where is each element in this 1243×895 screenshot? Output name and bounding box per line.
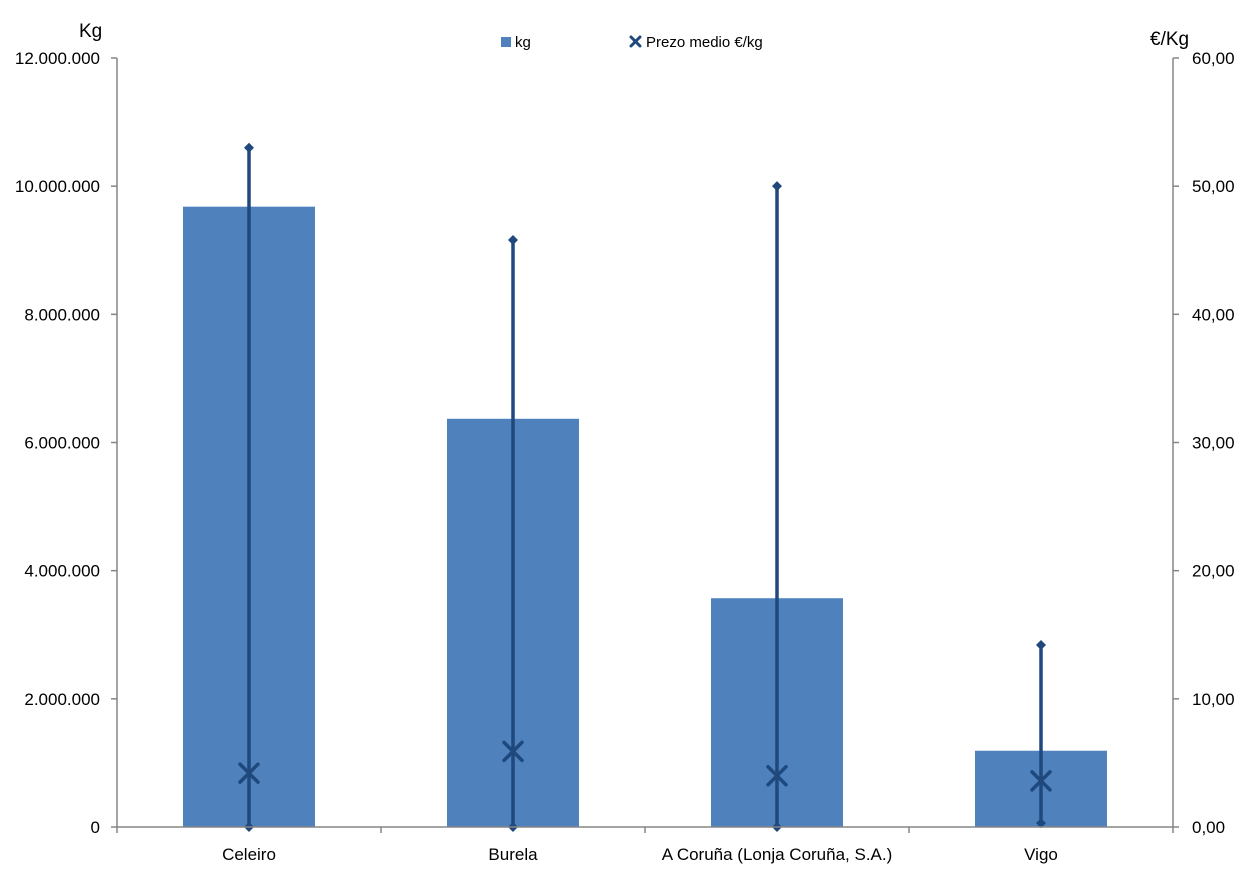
- category-label-2: A Coruña (Lonja Coruña, S.A.): [662, 845, 893, 864]
- right-tick-label-4: 40,00: [1192, 305, 1235, 324]
- right-tick-label-5: 50,00: [1192, 177, 1235, 196]
- left-tick-label-2: 4.000.000: [24, 562, 100, 581]
- category-label-3: Vigo: [1024, 845, 1058, 864]
- left-tick-label-4: 8.000.000: [24, 305, 100, 324]
- legend-label-price: Prezo medio €/kg: [646, 34, 763, 51]
- bars-layer: [183, 206, 1107, 827]
- right-tick-label-1: 10,00: [1192, 690, 1235, 709]
- legend: kg Prezo medio €/kg: [501, 34, 763, 51]
- left-tick-label-5: 10.000.000: [15, 177, 100, 196]
- price-avg-marker-1: [502, 740, 524, 763]
- legend-swatch-kg: [501, 37, 511, 47]
- price-ranges-layer: [238, 142, 1052, 832]
- price-avg-marker-3: [1030, 770, 1052, 792]
- right-tick-label-2: 20,00: [1192, 562, 1235, 581]
- left-tick-label-3: 6.000.000: [24, 434, 100, 453]
- category-label-0: Celeiro: [222, 845, 276, 864]
- right-axis-title: €/Kg: [1150, 29, 1189, 50]
- price-range-max-marker-1: [508, 234, 518, 245]
- right-tick-label-0: 0,00: [1192, 818, 1225, 837]
- price-avg-marker-0: [238, 762, 260, 784]
- left-tick-label-0: 0: [91, 818, 100, 837]
- legend-label-kg: kg: [515, 34, 531, 51]
- price-range-max-marker-3: [1036, 640, 1046, 651]
- tick-labels-layer: 0 2.000.000 4.000.000 6.000.000 8.000.000 10.…: [15, 49, 1235, 864]
- right-tick-label-3: 30,00: [1192, 434, 1235, 453]
- right-tick-label-6: 60,00: [1192, 49, 1235, 68]
- axes-layer: [111, 57, 1179, 833]
- left-tick-label-1: 2.000.000: [24, 690, 100, 709]
- legend-marker-price-icon: [629, 35, 642, 48]
- price-avg-marker-2: [766, 764, 788, 787]
- left-tick-label-6: 12.000.000: [15, 49, 100, 68]
- category-label-1: Burela: [488, 845, 538, 864]
- price-range-max-marker-0: [244, 142, 254, 153]
- left-axis-title: Kg: [79, 21, 102, 42]
- price-range-min-marker-3: [1036, 818, 1046, 829]
- price-range-max-marker-2: [772, 181, 782, 192]
